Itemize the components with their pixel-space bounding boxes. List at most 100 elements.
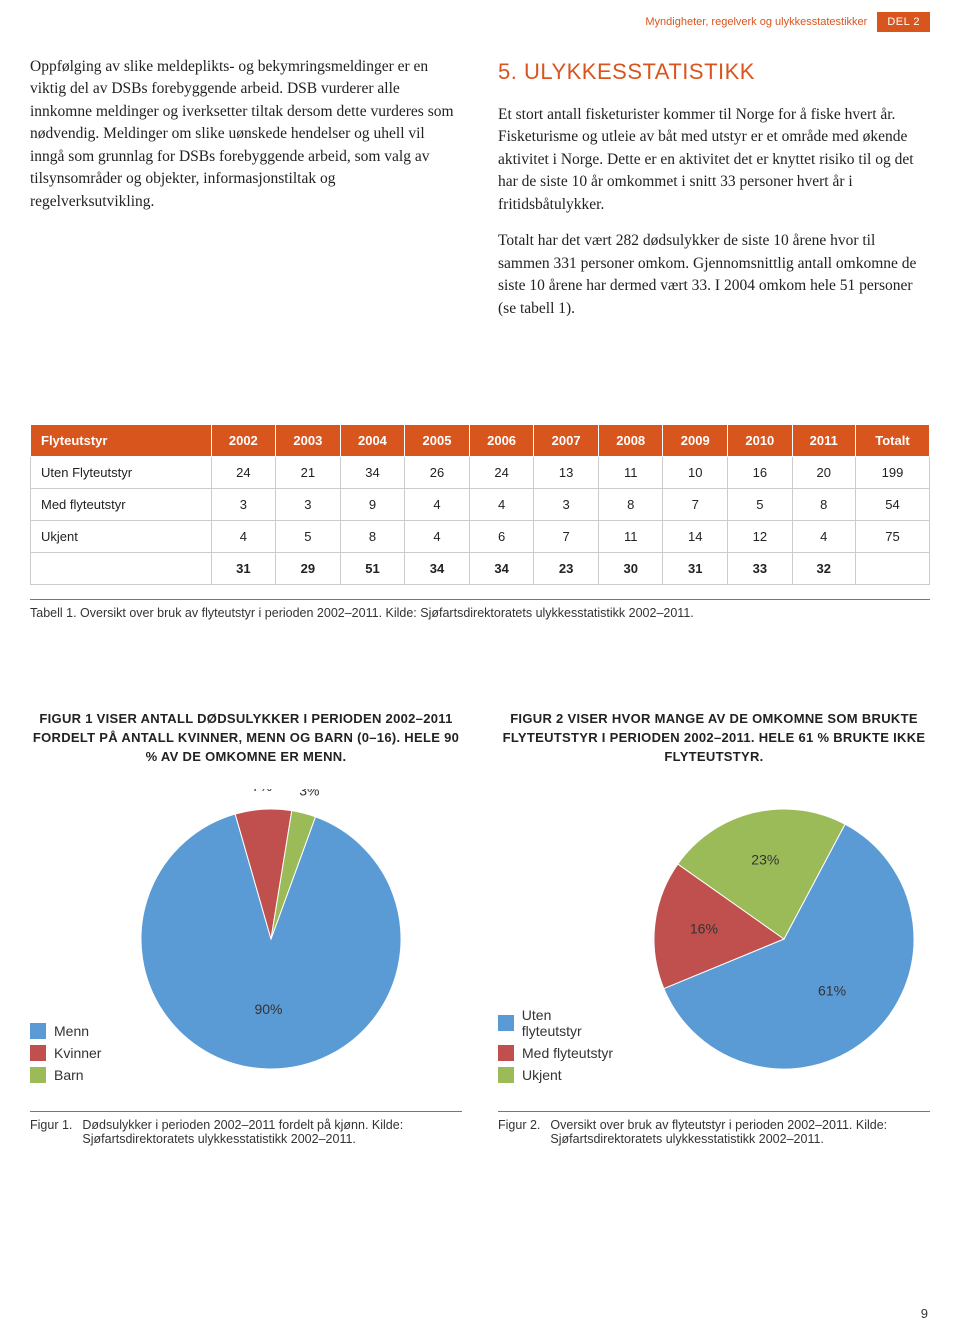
table-cell: 12: [728, 521, 793, 553]
charts-row: FIGUR 1 VISER ANTALL DØDSULYKKER I PERIO…: [30, 710, 930, 1146]
table-1-wrap: Flyteutstyr20022003200420052006200720082…: [30, 424, 930, 620]
table-cell: 199: [855, 457, 929, 489]
table-col-header: 2002: [211, 425, 276, 457]
figure-1-legend: Menn Kvinner Barn: [30, 1017, 101, 1089]
legend-label: Menn: [54, 1023, 89, 1039]
table-cell: 21: [276, 457, 341, 489]
legend-item: Uten flyteutstyr: [498, 1007, 614, 1039]
figure-2-block: FIGUR 2 VISER HVOR MANGE AV DE OMKOMNE S…: [498, 710, 930, 1146]
legend-swatch: [498, 1045, 514, 1061]
page-number: 9: [921, 1306, 928, 1321]
left-column: Oppfølging av slike meldeplikts- og beky…: [30, 56, 462, 334]
table-cell: 32: [792, 553, 855, 585]
figure-2-caption-text: Oversikt over bruk av flyteutstyr i peri…: [550, 1118, 930, 1146]
figure-2-title: FIGUR 2 VISER HVOR MANGE AV DE OMKOMNE S…: [498, 710, 930, 767]
table-col-header: 2010: [728, 425, 793, 457]
table-cell: 4: [469, 489, 534, 521]
legend-label: Uten flyteutstyr: [522, 1007, 614, 1039]
legend-label: Barn: [54, 1067, 84, 1083]
legend-item: Menn: [30, 1023, 101, 1039]
legend-swatch: [498, 1067, 514, 1083]
pie-slice-label: 61%: [818, 982, 846, 998]
table-col-header: 2003: [276, 425, 341, 457]
table-cell: 29: [276, 553, 341, 585]
table-cell: 9: [340, 489, 405, 521]
table-cell: 8: [598, 489, 663, 521]
table-cell: 3: [276, 489, 341, 521]
intro-two-columns: Oppfølging av slike meldeplikts- og beky…: [30, 56, 930, 334]
table-cell: 10: [663, 457, 728, 489]
header-strip: Myndigheter, regelverk og ulykkesstatest…: [635, 12, 930, 32]
table-cell: 34: [340, 457, 405, 489]
table-cell: [31, 553, 212, 585]
table-row: Med flyteutstyr339443875854: [31, 489, 930, 521]
table-cell: 26: [405, 457, 470, 489]
pie-slice-label: 3%: [300, 789, 320, 799]
legend-swatch: [30, 1067, 46, 1083]
figure-1-title: FIGUR 1 VISER ANTALL DØDSULYKKER I PERIO…: [30, 710, 462, 767]
figure-2-pie: 61%16%23%: [634, 789, 930, 1089]
table-cell: Uten Flyteutstyr: [31, 457, 212, 489]
table-cell: 34: [405, 553, 470, 585]
table-col-header: Totalt: [855, 425, 929, 457]
legend-item: Kvinner: [30, 1045, 101, 1061]
table-1-caption: Tabell 1. Oversikt over bruk av flyteuts…: [30, 599, 930, 620]
figure-2-caption: Figur 2. Oversikt over bruk av flyteutst…: [498, 1111, 930, 1146]
table-cell: 75: [855, 521, 929, 553]
table-cell: 31: [663, 553, 728, 585]
table-cell: 54: [855, 489, 929, 521]
table-row: Ukjent458467111412475: [31, 521, 930, 553]
table-cell: 14: [663, 521, 728, 553]
table-cell: 34: [469, 553, 534, 585]
table-cell: 51: [340, 553, 405, 585]
table-cell: 4: [211, 521, 276, 553]
header-part-badge: DEL 2: [877, 12, 930, 32]
table-col-header: 2007: [534, 425, 599, 457]
table-cell: 13: [534, 457, 599, 489]
table-cell: 33: [728, 553, 793, 585]
table-cell: 6: [469, 521, 534, 553]
table-cell: 3: [211, 489, 276, 521]
figure-2-caption-num: Figur 2.: [498, 1118, 540, 1146]
legend-item: Barn: [30, 1067, 101, 1083]
table-total-row: 31295134342330313332: [31, 553, 930, 585]
table-cell: 11: [598, 521, 663, 553]
pie-slice-label: 90%: [255, 1001, 283, 1017]
table-cell: 5: [728, 489, 793, 521]
legend-swatch: [30, 1045, 46, 1061]
table-cell: 23: [534, 553, 599, 585]
table-col-header: 2005: [405, 425, 470, 457]
table-col-header: 2011: [792, 425, 855, 457]
legend-label: Med flyteutstyr: [522, 1045, 613, 1061]
table-col-header: Flyteutstyr: [31, 425, 212, 457]
table-cell: 4: [405, 489, 470, 521]
figure-2-legend: Uten flyteutstyr Med flyteutstyr Ukjent: [498, 1001, 614, 1089]
figure-1-pie: 90% 7% 3%: [121, 789, 421, 1089]
table-row: Uten Flyteutstyr24213426241311101620199: [31, 457, 930, 489]
figure-1-block: FIGUR 1 VISER ANTALL DØDSULYKKER I PERIO…: [30, 710, 462, 1146]
table-cell: 24: [211, 457, 276, 489]
figure-1-caption: Figur 1. Dødsulykker i perioden 2002–201…: [30, 1111, 462, 1146]
table-col-header: 2004: [340, 425, 405, 457]
table-cell: [855, 553, 929, 585]
table-head: Flyteutstyr20022003200420052006200720082…: [31, 425, 930, 457]
legend-item: Med flyteutstyr: [498, 1045, 614, 1061]
legend-label: Ukjent: [522, 1067, 562, 1083]
pie-slice-label: 7%: [252, 789, 272, 794]
table-cell: Ukjent: [31, 521, 212, 553]
table-col-header: 2008: [598, 425, 663, 457]
legend-swatch: [498, 1015, 514, 1031]
pie-slice-label: 23%: [751, 851, 779, 867]
table-cell: 8: [792, 489, 855, 521]
table-cell: 7: [663, 489, 728, 521]
table-cell: 7: [534, 521, 599, 553]
table-cell: 20: [792, 457, 855, 489]
legend-label: Kvinner: [54, 1045, 101, 1061]
table-1: Flyteutstyr20022003200420052006200720082…: [30, 424, 930, 585]
table-cell: 8: [340, 521, 405, 553]
right-column: 5. ULYKKESSTATISTIKK Et stort antall fis…: [498, 56, 930, 334]
figure-1-caption-text: Dødsulykker i perioden 2002–2011 fordelt…: [82, 1118, 462, 1146]
table-cell: 3: [534, 489, 599, 521]
left-paragraph: Oppfølging av slike meldeplikts- og beky…: [30, 56, 462, 213]
section-heading: 5. ULYKKESSTATISTIKK: [498, 56, 930, 88]
